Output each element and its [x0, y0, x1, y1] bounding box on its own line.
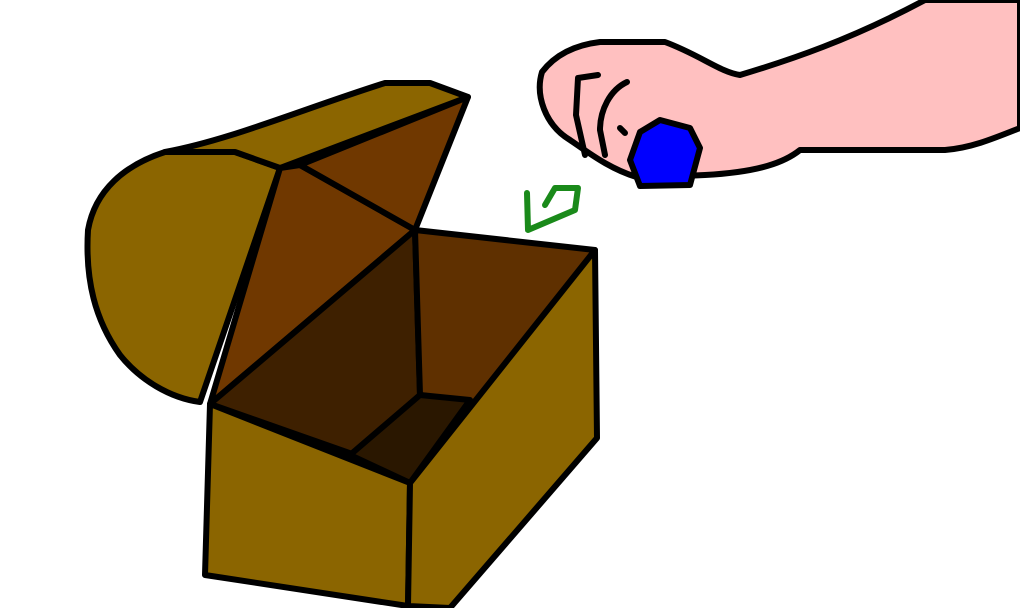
finger-line-3: [620, 128, 625, 133]
blue-gem: [630, 120, 700, 186]
